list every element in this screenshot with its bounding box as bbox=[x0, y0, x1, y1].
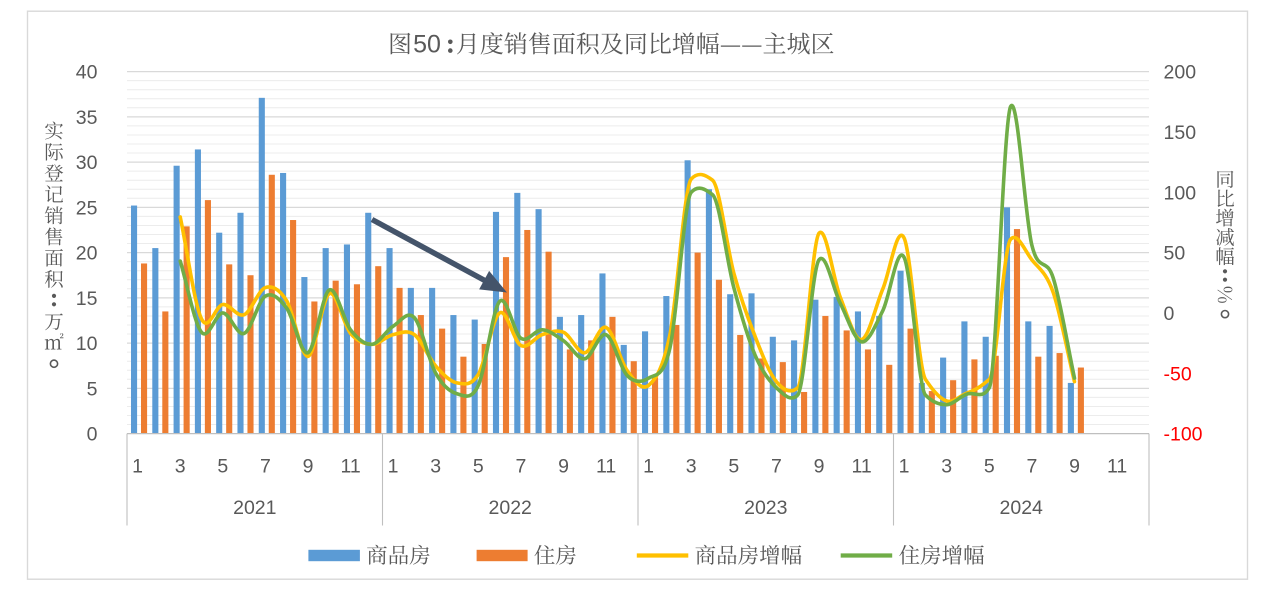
svg-text:7: 7 bbox=[771, 456, 782, 478]
svg-text:0: 0 bbox=[87, 424, 98, 446]
svg-text:2023: 2023 bbox=[744, 497, 787, 519]
svg-text:11: 11 bbox=[851, 456, 871, 478]
svg-text:-100: -100 bbox=[1164, 424, 1203, 446]
svg-text:3: 3 bbox=[941, 456, 952, 478]
svg-text:2021: 2021 bbox=[233, 497, 276, 519]
svg-text:3: 3 bbox=[686, 456, 697, 478]
svg-text:11: 11 bbox=[596, 456, 616, 478]
svg-text:-50: -50 bbox=[1164, 363, 1192, 385]
svg-text:20: 20 bbox=[76, 243, 98, 265]
svg-text:2024: 2024 bbox=[1000, 497, 1044, 519]
svg-text:15: 15 bbox=[76, 288, 98, 310]
svg-text:3: 3 bbox=[175, 456, 186, 478]
svg-text:1: 1 bbox=[643, 456, 654, 478]
svg-text:25: 25 bbox=[76, 197, 98, 219]
svg-text:9: 9 bbox=[814, 456, 825, 478]
svg-text:0: 0 bbox=[1164, 303, 1175, 325]
svg-text:2022: 2022 bbox=[489, 497, 532, 519]
svg-text:35: 35 bbox=[76, 107, 98, 129]
svg-text:5: 5 bbox=[87, 378, 98, 400]
svg-text:40: 40 bbox=[76, 62, 98, 84]
svg-text:9: 9 bbox=[303, 456, 314, 478]
svg-text:11: 11 bbox=[1107, 456, 1127, 478]
svg-text:7: 7 bbox=[515, 456, 526, 478]
svg-text:9: 9 bbox=[1069, 456, 1080, 478]
svg-text:200: 200 bbox=[1164, 62, 1197, 84]
svg-text:30: 30 bbox=[76, 152, 98, 174]
svg-text:1: 1 bbox=[899, 456, 910, 478]
svg-text:50: 50 bbox=[413, 31, 441, 59]
svg-text:5: 5 bbox=[728, 456, 739, 478]
svg-text:150: 150 bbox=[1164, 122, 1197, 144]
svg-text:1: 1 bbox=[132, 456, 143, 478]
svg-text:5: 5 bbox=[217, 456, 228, 478]
svg-text:1: 1 bbox=[388, 456, 399, 478]
svg-text:9: 9 bbox=[558, 456, 569, 478]
svg-text:3: 3 bbox=[430, 456, 441, 478]
svg-text:7: 7 bbox=[1026, 456, 1037, 478]
svg-text:11: 11 bbox=[340, 456, 360, 478]
svg-text:50: 50 bbox=[1164, 243, 1186, 265]
svg-text:5: 5 bbox=[473, 456, 484, 478]
svg-text:10: 10 bbox=[76, 333, 98, 355]
svg-text:100: 100 bbox=[1164, 182, 1197, 204]
svg-text:5: 5 bbox=[984, 456, 995, 478]
svg-text:7: 7 bbox=[260, 456, 271, 478]
